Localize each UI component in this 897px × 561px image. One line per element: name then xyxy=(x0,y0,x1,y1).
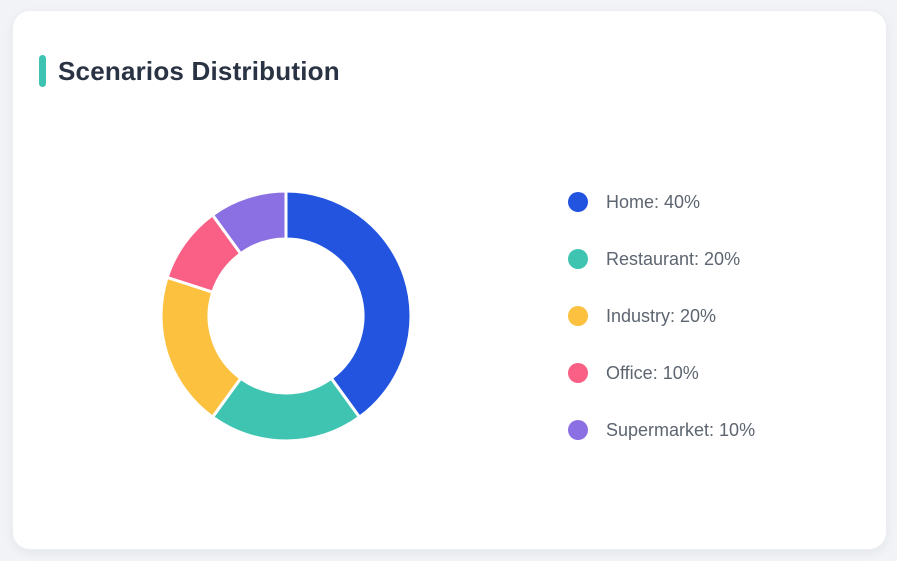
scenarios-distribution-card: Scenarios Distribution Home: 40% Restaura… xyxy=(12,10,887,550)
chart-legend: Home: 40% Restaurant: 20% Industry: 20% Off… xyxy=(568,190,755,442)
donut-segment-home[interactable] xyxy=(284,189,413,419)
donut-segment-supermarket[interactable] xyxy=(211,189,288,256)
donut-segment-industry[interactable] xyxy=(159,275,243,419)
legend-label: Supermarket: 10% xyxy=(606,419,756,440)
legend-marker-icon xyxy=(568,249,588,269)
legend-label: Home: 40% xyxy=(606,191,701,212)
legend-marker-icon xyxy=(568,306,588,326)
donut-chart-svg xyxy=(159,189,413,443)
legend-label: Restaurant: 20% xyxy=(606,248,741,269)
legend-label: Industry: 20% xyxy=(606,305,717,326)
legend-item-home[interactable]: Home: 40% xyxy=(568,190,755,214)
legend-label: Office: 10% xyxy=(606,362,699,383)
legend-item-supermarket[interactable]: Supermarket: 10% xyxy=(568,418,755,442)
legend-item-industry[interactable]: Industry: 20% xyxy=(568,304,755,328)
legend-marker-icon xyxy=(568,192,588,212)
title-accent-bar xyxy=(39,55,46,87)
legend-item-restaurant[interactable]: Restaurant: 20% xyxy=(568,247,755,271)
donut-chart: Home: 40% Restaurant: 20% Industry: 20% Off… xyxy=(13,11,888,551)
legend-item-office[interactable]: Office: 10% xyxy=(568,361,755,385)
legend-marker-icon xyxy=(568,363,588,383)
card-header: Scenarios Distribution xyxy=(39,55,340,87)
legend-marker-icon xyxy=(568,420,588,440)
page-title: Scenarios Distribution xyxy=(58,55,340,86)
